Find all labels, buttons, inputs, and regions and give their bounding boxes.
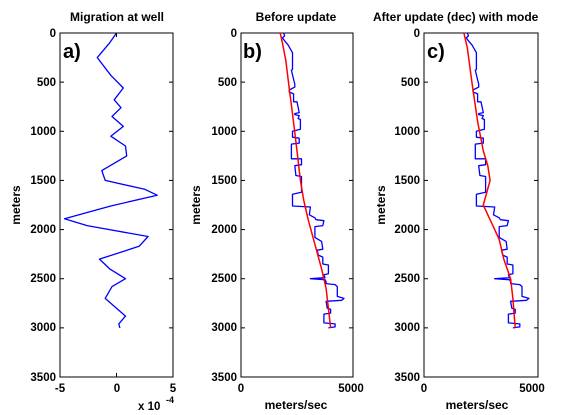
- panel-b-series-layer: [279, 32, 345, 329]
- panel-c-xtick-label: 5000: [519, 383, 545, 395]
- panel-c-ytick-label: 3000: [394, 322, 420, 334]
- panel-c-tick-marks: [423, 32, 539, 378]
- panel-c-ytick-label: 2500: [394, 273, 420, 285]
- panel-a-series-layer: [63, 32, 158, 329]
- panel-c-ytick-label: 1000: [394, 126, 420, 138]
- panel-a-xtick-label: 0: [114, 383, 120, 395]
- panel-a-multiplier-text: x 10: [138, 401, 160, 413]
- panel-c-ytick-label: 1500: [394, 175, 420, 187]
- panel-a-ytick-label: 3500: [30, 372, 56, 384]
- panel-a-xticks: -5 0 5: [55, 383, 177, 395]
- panel-b-ytick-label: 2000: [211, 224, 237, 236]
- panel-c-series-layer: [463, 32, 530, 329]
- panel-b-series-line-blue: [281, 32, 345, 329]
- panel-a-ytick-label: 1000: [30, 126, 56, 138]
- panel-a-ytick-label: 1500: [30, 175, 56, 187]
- panel-a: Migration at well a) 0 500 1000 1500 200…: [9, 10, 177, 413]
- panel-a-series-line-blue: [63, 32, 158, 329]
- panel-c-plot-area: [423, 32, 539, 378]
- panel-b-title: Before update: [256, 10, 337, 24]
- panel-c-letter: c): [427, 41, 445, 63]
- panel-c-ytick-label: 3500: [394, 372, 420, 384]
- panel-a-ytick-label: 500: [37, 77, 56, 89]
- panel-c-yticks: 0 500 1000 1500 2000 2500 3000 3500: [394, 28, 420, 384]
- panel-b-ytick-label: 3000: [211, 322, 237, 334]
- panel-b-letter: b): [243, 41, 262, 63]
- panel-b-tick-marks: [240, 32, 354, 378]
- panel-a-letter: a): [63, 41, 81, 63]
- panel-c-series-line-blue: [465, 32, 530, 329]
- panel-b-series-line-red: [279, 32, 332, 328]
- panel-c-ytick-label: 500: [401, 77, 420, 89]
- panel-b-xtick-label: 5000: [338, 383, 364, 395]
- panel-c-ylabel: meters: [374, 185, 388, 225]
- panel-a-multiplier-exponent: -4: [166, 395, 174, 405]
- panel-a-title: Migration at well: [70, 10, 164, 24]
- panel-a-x-multiplier: x 10 -4: [138, 395, 174, 413]
- panel-a-ylabel: meters: [9, 185, 23, 225]
- panel-c-xtick-label: 0: [421, 383, 427, 395]
- panel-b-ytick-label: 0: [231, 28, 237, 40]
- panel-c: After update (dec) with mode c) 0 500 10…: [373, 10, 545, 412]
- panel-b-xtick-label: 0: [238, 383, 244, 395]
- panel-a-tick-marks: [59, 32, 174, 378]
- panel-c-title: After update (dec) with mode: [373, 10, 539, 24]
- panel-b-ytick-label: 1500: [211, 175, 237, 187]
- panel-c-xticks: 0 5000: [421, 383, 545, 395]
- panel-a-ytick-label: 3000: [30, 322, 56, 334]
- panel-a-xtick-label: -5: [55, 383, 66, 395]
- panel-b-plot-area: [240, 32, 354, 378]
- panel-a-xtick-label: 5: [170, 383, 177, 395]
- panel-b-xlabel: meters/sec: [265, 398, 328, 412]
- panel-a-yticks: 0 500 1000 1500 2000 2500 3000 3500: [30, 28, 56, 384]
- panel-b-yticks: 0 500 1000 1500 2000 2500 3000 3500: [211, 28, 237, 384]
- panel-b-ytick-label: 2500: [211, 273, 237, 285]
- panel-b-ytick-label: 3500: [211, 372, 237, 384]
- panel-c-xlabel: meters/sec: [446, 398, 509, 412]
- panel-c-series-line-red: [463, 32, 516, 328]
- panel-a-ytick-label: 2500: [30, 273, 56, 285]
- panel-c-ytick-label: 2000: [394, 224, 420, 236]
- panel-a-ytick-label: 2000: [30, 224, 56, 236]
- panel-b-ylabel: meters: [189, 185, 203, 225]
- panel-b-ytick-label: 1000: [211, 126, 237, 138]
- panel-a-ytick-label: 0: [50, 28, 56, 40]
- panel-b-xticks: 0 5000: [238, 383, 364, 395]
- panel-b-ytick-label: 500: [218, 77, 237, 89]
- panel-c-ytick-label: 0: [414, 28, 420, 40]
- panel-b: Before update b) 0 500 1000 1500 2000 25…: [189, 10, 364, 412]
